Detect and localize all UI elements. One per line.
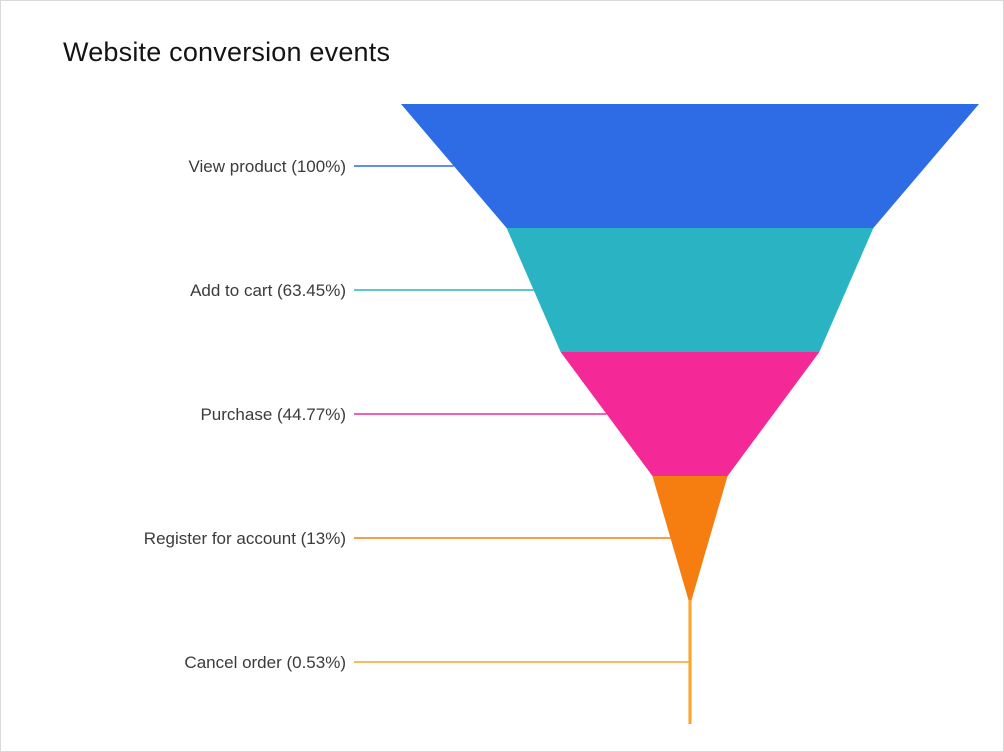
funnel-label-cancel-order: Cancel order (0.53%) (184, 653, 346, 672)
chart-title: Website conversion events (63, 37, 391, 67)
funnel-segment-view-product[interactable] (401, 104, 979, 228)
funnel-label-purchase: Purchase (44.77%) (200, 405, 346, 424)
funnel-segment-register-for-account[interactable] (652, 476, 728, 600)
funnel-segment-cancel-order[interactable] (688, 600, 692, 724)
funnel-label-view-product: View product (100%) (189, 157, 347, 176)
funnel-segment-add-to-cart[interactable] (506, 228, 874, 352)
funnel-segment-purchase[interactable] (560, 352, 820, 476)
funnel-label-register-for-account: Register for account (13%) (144, 529, 346, 548)
funnel-label-add-to-cart: Add to cart (63.45%) (190, 281, 346, 300)
